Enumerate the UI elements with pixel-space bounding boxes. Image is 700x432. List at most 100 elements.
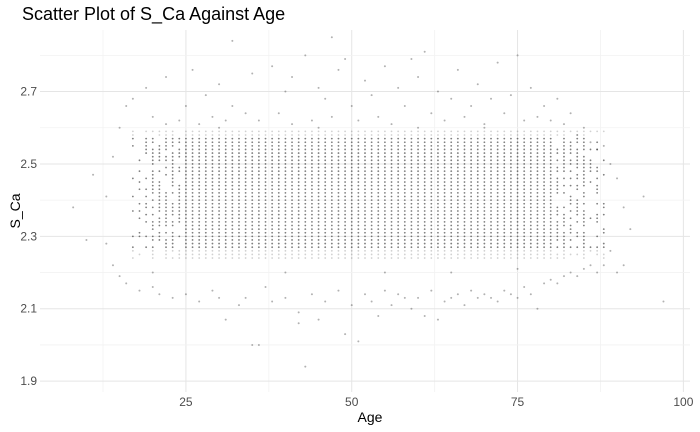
scatter-point <box>185 192 187 194</box>
scatter-point <box>317 86 320 89</box>
scatter-point <box>317 239 320 241</box>
scatter-point <box>463 159 466 162</box>
scatter-point <box>198 300 201 303</box>
scatter-point <box>224 184 227 187</box>
scatter-point <box>317 130 320 133</box>
scatter-point <box>284 249 287 252</box>
scatter-point <box>496 300 499 303</box>
scatter-point <box>231 228 234 231</box>
scatter-point <box>251 184 254 187</box>
scatter-point <box>556 231 559 234</box>
scatter-point <box>470 195 473 198</box>
scatter-point <box>357 231 360 234</box>
scatter-point <box>231 239 234 241</box>
scatter-point <box>569 217 572 220</box>
scatter-point <box>337 148 340 151</box>
scatter-point <box>536 206 539 209</box>
scatter-point <box>357 119 360 122</box>
scatter-point <box>324 184 327 187</box>
scatter-point <box>384 166 386 169</box>
scatter-point <box>204 239 207 241</box>
scatter-point <box>450 253 453 256</box>
scatter-point <box>271 220 274 223</box>
scatter-point <box>417 195 419 198</box>
scatter-point <box>324 210 327 212</box>
scatter-point <box>410 184 413 187</box>
scatter-point <box>483 170 486 173</box>
scatter-point <box>171 137 174 140</box>
scatter-point <box>304 202 307 205</box>
scatter-point <box>450 130 453 133</box>
scatter-point <box>443 181 446 183</box>
scatter-point <box>185 224 187 227</box>
scatter-point <box>165 148 167 151</box>
scatter-point <box>437 144 439 147</box>
scatter-point <box>350 235 353 238</box>
scatter-point <box>284 210 287 212</box>
scatter-point <box>589 246 592 249</box>
scatter-point <box>397 210 400 212</box>
scatter-point <box>403 246 406 249</box>
scatter-point <box>423 314 426 317</box>
scatter-point <box>496 177 499 180</box>
scatter-point <box>277 184 280 187</box>
scatter-point <box>403 163 406 165</box>
scatter-point <box>443 192 446 194</box>
scatter-point <box>330 181 333 183</box>
scatter-point <box>390 199 393 202</box>
scatter-point <box>549 144 552 147</box>
scatter-point <box>370 239 373 241</box>
scatter-point <box>423 213 426 216</box>
scatter-point <box>311 137 313 140</box>
scatter-point <box>191 242 194 245</box>
scatter-point <box>185 195 187 198</box>
scatter-point <box>304 141 307 144</box>
scatter-point <box>198 184 201 187</box>
scatter-point <box>231 224 234 227</box>
scatter-point <box>563 166 565 169</box>
scatter-point <box>317 134 320 136</box>
scatter-point <box>483 148 486 151</box>
scatter-point <box>450 246 453 249</box>
scatter-point <box>277 188 280 191</box>
scatter-point <box>211 141 214 144</box>
scatter-point <box>616 271 619 274</box>
scatter-point <box>383 271 386 274</box>
scatter-point <box>198 159 201 162</box>
scatter-point <box>304 159 307 162</box>
scatter-point <box>211 199 214 202</box>
scatter-point <box>311 152 313 154</box>
scatter-point <box>529 228 532 231</box>
scatter-point <box>510 246 512 249</box>
scatter-point <box>198 217 201 220</box>
scatter-point <box>151 115 154 118</box>
scatter-point <box>185 210 187 212</box>
scatter-point <box>510 231 512 234</box>
scatter-point <box>384 134 386 136</box>
scatter-point <box>244 173 247 176</box>
scatter-point <box>198 181 201 183</box>
scatter-point <box>423 159 426 162</box>
scatter-point <box>503 231 506 234</box>
scatter-point <box>370 130 373 133</box>
scatter-point <box>297 192 300 194</box>
scatter-point <box>158 224 161 227</box>
scatter-point <box>344 213 346 216</box>
scatter-point <box>364 177 366 180</box>
scatter-point <box>317 242 320 245</box>
scatter-point <box>158 206 161 209</box>
scatter-point <box>311 220 313 223</box>
scatter-point <box>516 249 519 252</box>
scatter-point <box>536 253 539 256</box>
scatter-point <box>257 152 260 154</box>
scatter-point <box>543 282 546 285</box>
scatter-point <box>490 235 492 238</box>
scatter-point <box>131 134 134 136</box>
scatter-point <box>543 105 546 108</box>
scatter-point <box>536 130 539 133</box>
scatter-point <box>350 304 353 307</box>
scatter-point <box>158 130 161 133</box>
scatter-point <box>271 206 274 209</box>
scatter-point <box>410 231 413 234</box>
scatter-point <box>344 148 346 151</box>
